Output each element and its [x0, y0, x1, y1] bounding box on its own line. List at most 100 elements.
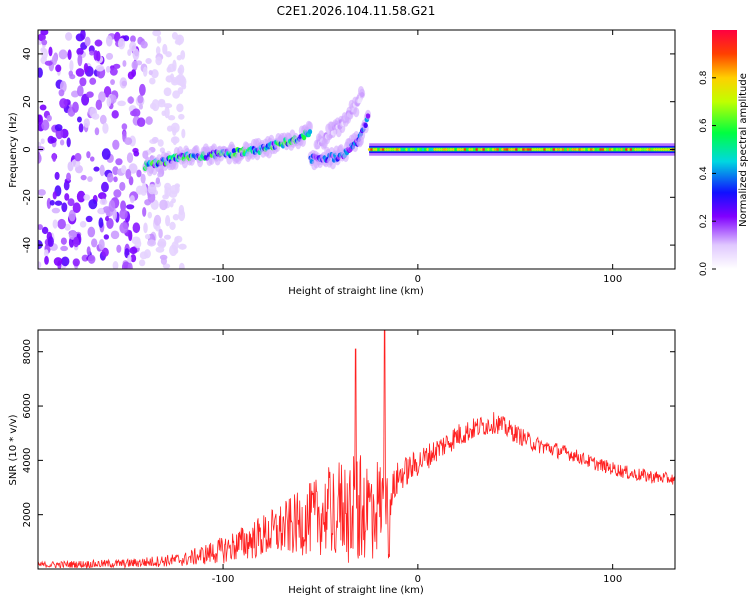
carrier-mark [440, 148, 443, 151]
carrier-mark [505, 148, 509, 151]
carrier-mark [445, 148, 448, 151]
noise-mark [60, 237, 67, 245]
carrier-mark [463, 148, 467, 151]
noise-mark [157, 238, 167, 249]
carrier-mark [421, 148, 425, 151]
noise-mark [50, 137, 57, 143]
snr-x-ticks: -100 0 100 [212, 330, 622, 585]
noise-mark [129, 195, 135, 203]
noise-mark [110, 79, 115, 85]
carrier-mark [573, 148, 577, 151]
carrier-mark [536, 148, 539, 151]
noise-mark [152, 30, 162, 37]
carrier-mark [592, 148, 595, 151]
noise-mark [173, 248, 179, 254]
noise-mark [149, 77, 156, 85]
colorbar-tick-label: 0.4 [699, 166, 709, 181]
carrier-mark [517, 148, 521, 151]
noise-mark [87, 176, 93, 182]
carrier-mark [667, 148, 670, 151]
noise-mark [142, 206, 147, 217]
noise-mark [79, 77, 87, 87]
noise-mark [155, 246, 165, 253]
noise-mark [155, 46, 161, 55]
carrier-mark [419, 148, 422, 151]
carrier-mark [442, 148, 446, 151]
spectrogram-y-tick-label: -20 [22, 189, 33, 205]
noise-mark [47, 236, 54, 248]
carrier-mark [550, 148, 553, 151]
noise-mark [38, 224, 44, 230]
noise-mark [120, 200, 127, 212]
noise-mark [98, 91, 106, 103]
snr-x-tick-label: -100 [212, 574, 235, 585]
noise-mark [101, 181, 109, 193]
noise-mark [172, 213, 180, 221]
carrier-mark [643, 148, 647, 151]
noise-mark [106, 96, 112, 107]
noise-mark [38, 114, 44, 125]
carrier-mark [426, 148, 429, 151]
noise-mark [89, 156, 95, 162]
noise-mark [138, 259, 146, 267]
noise-mark [178, 243, 187, 250]
noise-mark [167, 115, 176, 121]
noise-mark [135, 185, 144, 195]
carrier-mark [587, 148, 591, 151]
noise-mark [151, 136, 159, 144]
noise-mark [142, 66, 148, 77]
noise-mark [89, 77, 97, 85]
noise-mark [38, 240, 43, 250]
noise-mark [38, 189, 46, 196]
noise-mark [176, 79, 185, 86]
carrier-mark [660, 148, 663, 151]
noise-mark [68, 209, 76, 222]
third-track-mark [363, 122, 368, 129]
noise-mark [72, 202, 81, 214]
noise-mark [72, 258, 80, 267]
carrier-mark [580, 148, 584, 151]
noise-mark [91, 238, 98, 248]
carrier-mark [564, 148, 567, 151]
carrier-mark [620, 148, 623, 151]
noise-mark [112, 139, 120, 150]
colorbar-tick-label: 0.2 [699, 214, 709, 228]
noise-mark [121, 80, 127, 87]
noise-mark [140, 173, 146, 184]
carrier-mark [372, 148, 376, 151]
spectrogram-x-label: Height of straight line (km) [288, 286, 424, 297]
noise-mark [98, 207, 104, 214]
carrier-mark [599, 148, 602, 151]
carrier-mark [447, 148, 450, 151]
noise-mark [51, 207, 61, 214]
noise-mark [119, 208, 128, 220]
carrier-mark [391, 148, 394, 151]
noise-mark [116, 244, 122, 253]
noise-mark [95, 99, 103, 110]
carrier-mark [594, 148, 598, 151]
noise-mark [77, 54, 83, 67]
snr-series-line [38, 330, 675, 569]
noise-mark [99, 114, 107, 125]
noise-mark [165, 51, 172, 58]
colorbar-gradient [712, 30, 737, 269]
carrier-mark [466, 148, 469, 151]
noise-mark [112, 209, 118, 221]
carrier-mark [601, 148, 605, 151]
noise-mark [66, 172, 72, 182]
noise-mark [98, 238, 105, 251]
colorbar-label: Normalized spectral amplitude [738, 73, 749, 227]
carrier-mark [384, 148, 387, 151]
rising-track-halo [306, 121, 313, 132]
noise-mark [44, 255, 49, 265]
carrier-mark [582, 148, 586, 151]
carrier-mark [433, 148, 436, 151]
carrier-mark [470, 148, 474, 151]
noise-mark [142, 150, 149, 159]
noise-mark [95, 64, 105, 72]
carrier-mark [494, 148, 497, 151]
noise-mark [89, 50, 95, 56]
noise-mark [44, 60, 53, 66]
noise-mark [67, 49, 72, 60]
